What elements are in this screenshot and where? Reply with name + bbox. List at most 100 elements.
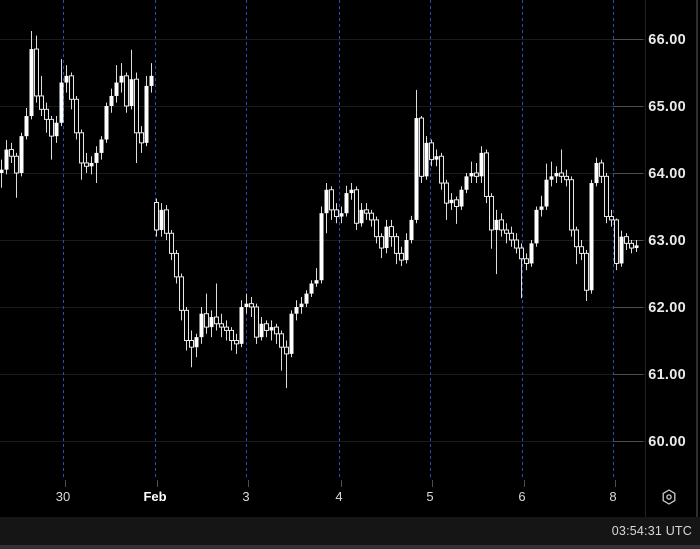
candle-up: [344, 193, 349, 214]
candle-up: [59, 82, 64, 123]
price-axis-label: 63.00: [648, 233, 686, 249]
candle-up: [99, 139, 104, 153]
candle-down: [399, 252, 404, 261]
candle-down: [214, 316, 219, 325]
candle-up: [414, 118, 419, 220]
candle-down: [274, 326, 279, 335]
candle-up: [494, 219, 499, 230]
price-axis-label: 62.00: [648, 300, 686, 316]
candle-up: [114, 82, 119, 96]
candle-down: [574, 229, 579, 248]
candle-down: [69, 75, 74, 100]
candle-down: [514, 239, 519, 249]
candle-down: [394, 236, 399, 254]
candle-up: [19, 136, 24, 173]
candle-up: [424, 142, 429, 177]
candle-down: [614, 219, 619, 264]
price-axis-label: 61.00: [648, 367, 686, 383]
candle-down: [454, 199, 459, 208]
candle-up: [349, 189, 354, 194]
candle-up: [409, 219, 414, 240]
candle-up: [434, 156, 439, 160]
candle-down: [169, 232, 174, 254]
candle-up: [544, 179, 549, 207]
candle-up: [554, 173, 559, 177]
candle-down: [564, 175, 569, 181]
candle-up: [479, 152, 484, 177]
candle-up: [589, 183, 594, 291]
candle-up: [239, 307, 244, 344]
candle-down: [224, 326, 229, 331]
utc-clock[interactable]: 03:54:31 UTC: [611, 524, 692, 538]
candle-up: [359, 209, 364, 224]
candle-up: [314, 280, 319, 284]
candle-down: [629, 242, 634, 249]
candles: [0, 30, 639, 389]
candle-down: [134, 78, 139, 134]
time-axis-label: 4: [335, 489, 342, 504]
candle-down: [204, 313, 209, 328]
candle-down: [44, 108, 49, 120]
candle-up: [534, 209, 539, 244]
candle-down: [279, 333, 284, 348]
candle-down: [79, 132, 84, 164]
time-axis-label: Feb: [143, 489, 166, 504]
candlestick-chart[interactable]: 66.00 65.00 64.00 63.00 62.00 61.00 60.00 30 Feb…: [0, 0, 700, 517]
candle-down: [489, 195, 494, 231]
time-axis[interactable]: 30 Feb 3 4 5 6 8: [56, 489, 617, 504]
candle-down: [49, 118, 54, 137]
candle-up: [0, 169, 4, 173]
price-axis-label: 66.00: [648, 32, 686, 48]
candle-down: [369, 212, 374, 221]
candle-up: [619, 236, 624, 264]
candle-down: [569, 179, 574, 231]
candle-up: [529, 243, 534, 264]
window-right-edge: [696, 0, 698, 517]
candle-up: [299, 303, 304, 307]
candle-down: [284, 346, 289, 355]
candle-up: [119, 75, 124, 83]
candle-down: [249, 303, 254, 308]
candle-up: [29, 49, 34, 117]
candle-down: [84, 162, 89, 167]
candle-down: [509, 232, 514, 241]
candle-down: [14, 155, 19, 174]
candle-up: [199, 313, 204, 338]
time-axis-label: 5: [426, 489, 433, 504]
candle-up: [109, 95, 114, 106]
candle-down: [419, 117, 424, 177]
candle-down: [579, 246, 584, 254]
candle-down: [184, 309, 189, 342]
candle-down: [389, 226, 394, 238]
candle-down: [474, 172, 479, 177]
candle-down: [444, 182, 449, 204]
candle-down: [334, 209, 339, 218]
candle-down: [584, 252, 589, 291]
candle-up: [54, 122, 59, 137]
candle-down: [219, 323, 224, 328]
candle-up: [209, 317, 214, 328]
candle-up: [64, 75, 69, 83]
candle-up: [404, 240, 409, 261]
candle-down: [364, 209, 369, 214]
candle-up: [289, 313, 294, 354]
candle-down: [379, 236, 384, 249]
candle-up: [449, 199, 454, 204]
candle-down: [519, 247, 524, 260]
price-axis-label: 65.00: [648, 99, 686, 115]
candle-down: [374, 219, 379, 238]
candle-up: [159, 209, 164, 230]
candle-down: [74, 98, 79, 134]
candle-down: [179, 276, 184, 311]
candle-up: [549, 176, 554, 180]
candle-down: [354, 189, 359, 224]
candle-down: [189, 340, 194, 348]
candle-up: [194, 337, 199, 348]
time-axis-settings-button[interactable]: [660, 488, 678, 506]
candle-up: [459, 189, 464, 207]
candle-up: [104, 106, 109, 140]
price-axis[interactable]: 66.00 65.00 64.00 63.00 62.00 61.00 60.00: [648, 32, 686, 450]
candle-down: [254, 306, 259, 338]
candle-up: [539, 206, 544, 210]
candle-down: [439, 155, 444, 184]
